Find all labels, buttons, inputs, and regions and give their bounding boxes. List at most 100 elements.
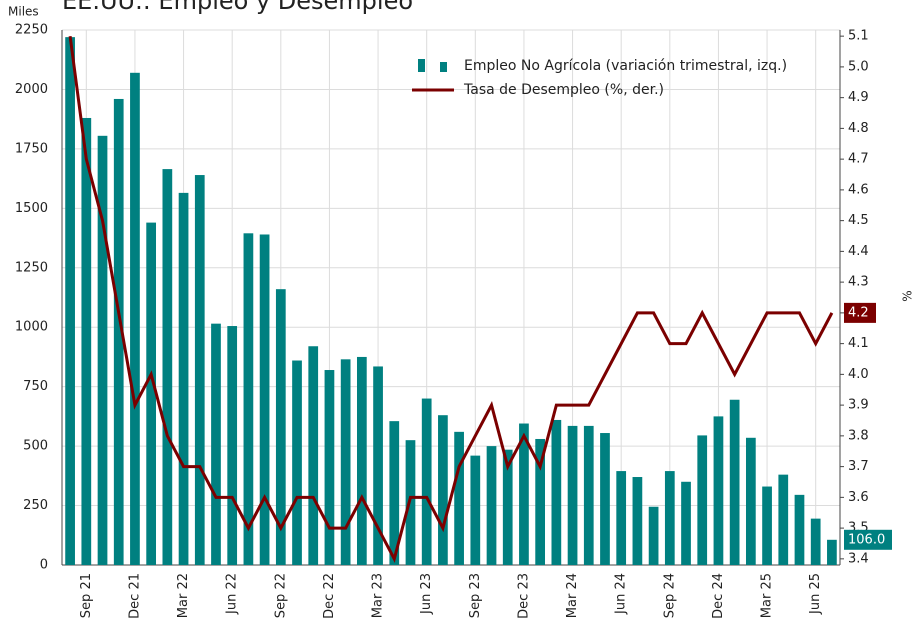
y2-tick-label: 4.6 xyxy=(848,182,869,197)
chart-title: EE.UU.: Empleo y Desempleo xyxy=(62,0,413,15)
legend-swatch xyxy=(440,62,447,72)
legend-swatch xyxy=(418,59,425,72)
bar xyxy=(324,370,335,565)
line xyxy=(68,35,834,563)
bar xyxy=(551,419,562,565)
bar xyxy=(81,117,92,565)
bar xyxy=(97,135,108,566)
bar xyxy=(762,486,772,565)
bar xyxy=(519,423,529,565)
value-label-box xyxy=(844,529,892,550)
bar xyxy=(146,222,157,565)
x-tick-label: Dec 21 xyxy=(127,573,142,619)
y-tick-label: 1000 xyxy=(15,320,48,335)
bar xyxy=(745,437,756,565)
bar xyxy=(194,175,205,566)
bar xyxy=(292,360,302,565)
bar xyxy=(486,446,497,565)
bar xyxy=(308,346,319,565)
y2-tick-label: 3.6 xyxy=(848,490,869,505)
x-tick-label: Mar 25 xyxy=(760,573,775,618)
y2-tick-label: 3.8 xyxy=(848,428,869,443)
y2-tick-label: 4.0 xyxy=(848,367,869,382)
value-label: 106.0 xyxy=(848,532,885,547)
bar xyxy=(664,471,675,565)
y-tick-label: 1250 xyxy=(15,260,48,275)
y2-axis-label: % xyxy=(901,290,915,301)
bar xyxy=(275,289,286,565)
y-tick-label: 2000 xyxy=(15,82,48,97)
y2-tick-label: 4.3 xyxy=(848,275,869,290)
bar xyxy=(259,234,270,565)
bar xyxy=(583,425,594,565)
x-tick-label: Jun 22 xyxy=(225,573,240,615)
x-tick-label: Sep 22 xyxy=(273,573,288,618)
bar xyxy=(243,233,254,566)
value-label-box xyxy=(844,302,876,323)
y-axis-label: Miles xyxy=(8,5,39,19)
bar xyxy=(162,169,173,565)
x-tick-label: Dec 23 xyxy=(516,573,531,619)
y2-tick-label: 4.5 xyxy=(848,213,869,228)
bar xyxy=(438,415,448,565)
bar xyxy=(535,438,546,565)
y2-tick-label: 3.4 xyxy=(848,551,869,566)
bar xyxy=(632,477,643,565)
x-tick-label: Sep 23 xyxy=(468,573,483,618)
x-tick-label: Dec 24 xyxy=(711,573,726,619)
y2-tick-label: 5.0 xyxy=(848,59,869,74)
bar xyxy=(227,326,238,565)
bar xyxy=(600,433,610,565)
bar xyxy=(729,399,740,565)
x-tick-label: Sep 21 xyxy=(79,573,94,618)
x-tick-label: Sep 24 xyxy=(662,573,677,618)
y2-tick-label: 4.1 xyxy=(848,336,869,351)
y-tick-label: 250 xyxy=(23,498,48,513)
y-tick-label: 1750 xyxy=(15,141,48,156)
bar xyxy=(454,431,464,565)
bar xyxy=(178,192,189,565)
bar xyxy=(681,481,691,565)
bar xyxy=(421,398,432,565)
bar xyxy=(130,72,140,566)
y2-tick-label: 4.7 xyxy=(848,152,869,167)
bar xyxy=(502,449,513,565)
bar xyxy=(794,494,805,565)
y-tick-label: 2250 xyxy=(15,23,48,38)
y-tick-label: 0 xyxy=(40,558,48,573)
y2-tick-label: 4.8 xyxy=(848,121,869,136)
bar xyxy=(389,421,400,565)
value-label: 4.2 xyxy=(848,305,869,320)
y2-tick-label: 3.9 xyxy=(848,398,869,413)
bar xyxy=(373,366,383,565)
bar xyxy=(567,425,578,565)
x-tick-label: Mar 24 xyxy=(565,573,580,618)
bar xyxy=(356,356,367,565)
x-tick-label: Jun 23 xyxy=(419,573,434,615)
x-tick-label: Mar 23 xyxy=(371,573,386,618)
bar xyxy=(810,518,821,565)
y-tick-label: 750 xyxy=(23,379,48,394)
legend-label: Empleo No Agrícola (variación trimestral… xyxy=(464,58,787,74)
legend-label: Tasa de Desempleo (%, der.) xyxy=(463,82,664,98)
bar xyxy=(616,471,627,565)
y2-tick-label: 5.1 xyxy=(848,29,869,44)
bar xyxy=(713,416,724,565)
y2-tick-label: 3.7 xyxy=(848,459,869,474)
bar xyxy=(113,98,124,565)
bar xyxy=(827,539,837,565)
x-tick-label: Dec 22 xyxy=(322,573,337,619)
x-tick-label: Mar 22 xyxy=(176,573,191,618)
y-tick-label: 500 xyxy=(23,439,48,454)
y-tick-label: 1500 xyxy=(15,201,48,216)
y2-tick-label: 4.4 xyxy=(848,244,869,259)
bar xyxy=(211,323,221,565)
x-tick-label: Jun 24 xyxy=(614,573,629,615)
y2-tick-label: 4.9 xyxy=(848,90,869,105)
bar xyxy=(340,359,351,565)
bar xyxy=(648,506,659,565)
bar xyxy=(697,435,708,565)
bar xyxy=(470,455,481,565)
bar xyxy=(65,37,75,565)
